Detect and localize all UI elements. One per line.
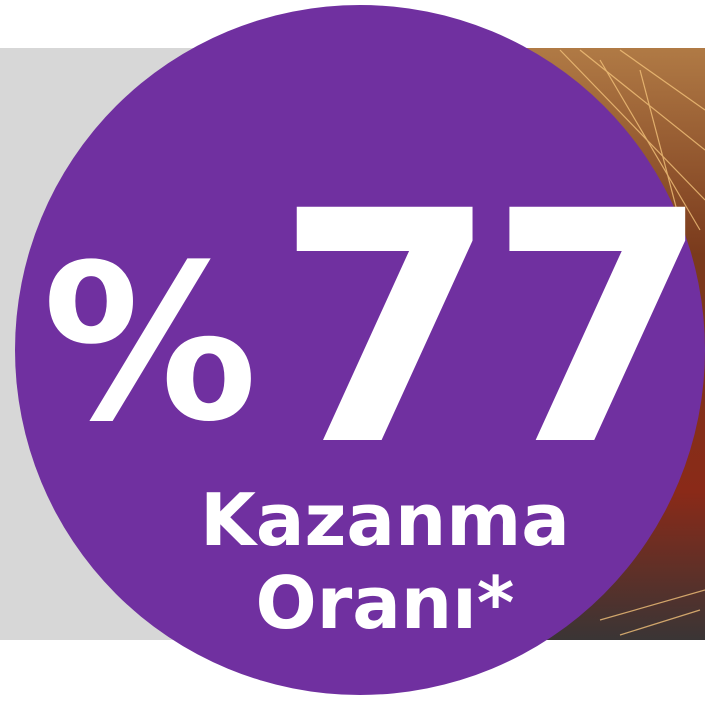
page: % 77 Kazanma Oranı* (() => { const data …	[0, 0, 705, 704]
percent-sign: %	[42, 218, 257, 469]
rate-number: 77	[275, 144, 700, 516]
label-line1: Kazanma	[200, 478, 570, 562]
label-line2: Oranı*	[256, 561, 515, 645]
badge-graphic: % 77 Kazanma Oranı*	[0, 0, 705, 704]
